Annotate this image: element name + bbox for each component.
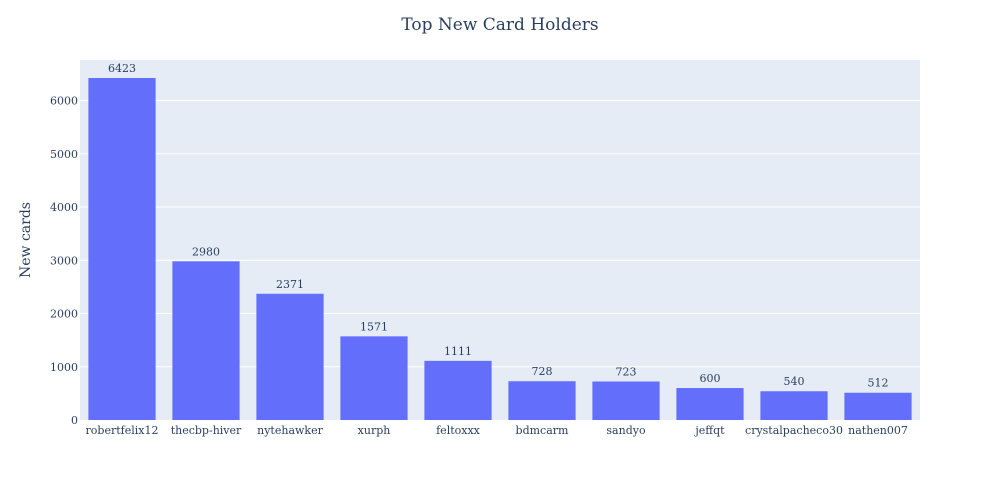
bar-robertfelix12 <box>88 77 156 420</box>
y-tick-label: 6000 <box>50 95 78 108</box>
x-tick-label: sandyo <box>606 424 646 437</box>
y-tick-label: 4000 <box>50 201 78 214</box>
y-tick-label: 1000 <box>50 361 78 374</box>
y-axis-label: New cards <box>18 202 34 278</box>
y-axis-ticks: 0 1000 2000 3000 4000 5000 6000 <box>50 95 78 427</box>
data-label: 6423 <box>108 62 136 75</box>
chart-title: Top New Card Holders <box>401 15 598 35</box>
data-label: 1111 <box>444 345 472 358</box>
data-label: 540 <box>784 375 805 388</box>
bars <box>88 77 912 420</box>
data-label: 2980 <box>192 245 220 258</box>
bar-nathen007 <box>844 392 912 420</box>
bar-sandyo <box>592 381 660 420</box>
x-axis-ticks: robertfelix12 thecbp-hiver nytehawker xurph… <box>86 424 908 437</box>
data-labels: 6423 2980 2371 1571 1111 728 723 600 540 512 <box>108 62 889 390</box>
y-tick-label: 5000 <box>50 148 78 161</box>
bar-thecbp-hiver <box>172 261 240 420</box>
data-label: 512 <box>868 377 889 390</box>
data-label: 2371 <box>276 278 304 291</box>
x-tick-label: bdmcarm <box>516 424 569 437</box>
bar-bdmcarm <box>508 381 576 420</box>
bar-xurph <box>340 336 408 420</box>
x-tick-label: jeffqt <box>693 424 725 437</box>
bar-jeffqt <box>676 388 744 420</box>
x-tick-label: robertfelix12 <box>86 424 159 437</box>
x-tick-label: thecbp-hiver <box>171 424 242 437</box>
bar-crystalpacheco30 <box>760 391 828 420</box>
data-label: 600 <box>700 372 721 385</box>
x-tick-label: feltoxxx <box>436 424 481 437</box>
data-label: 723 <box>616 366 637 379</box>
y-tick-label: 2000 <box>50 308 78 321</box>
x-tick-label: nytehawker <box>257 424 323 437</box>
data-label: 728 <box>532 365 553 378</box>
x-tick-label: xurph <box>358 424 391 437</box>
y-tick-label: 0 <box>71 414 78 427</box>
bar-feltoxxx <box>424 360 492 420</box>
y-tick-label: 3000 <box>50 254 78 267</box>
x-tick-label: nathen007 <box>848 424 908 437</box>
x-tick-label: crystalpacheco30 <box>745 424 843 437</box>
data-label: 1571 <box>360 320 388 333</box>
bar-nytehawker <box>256 293 324 420</box>
